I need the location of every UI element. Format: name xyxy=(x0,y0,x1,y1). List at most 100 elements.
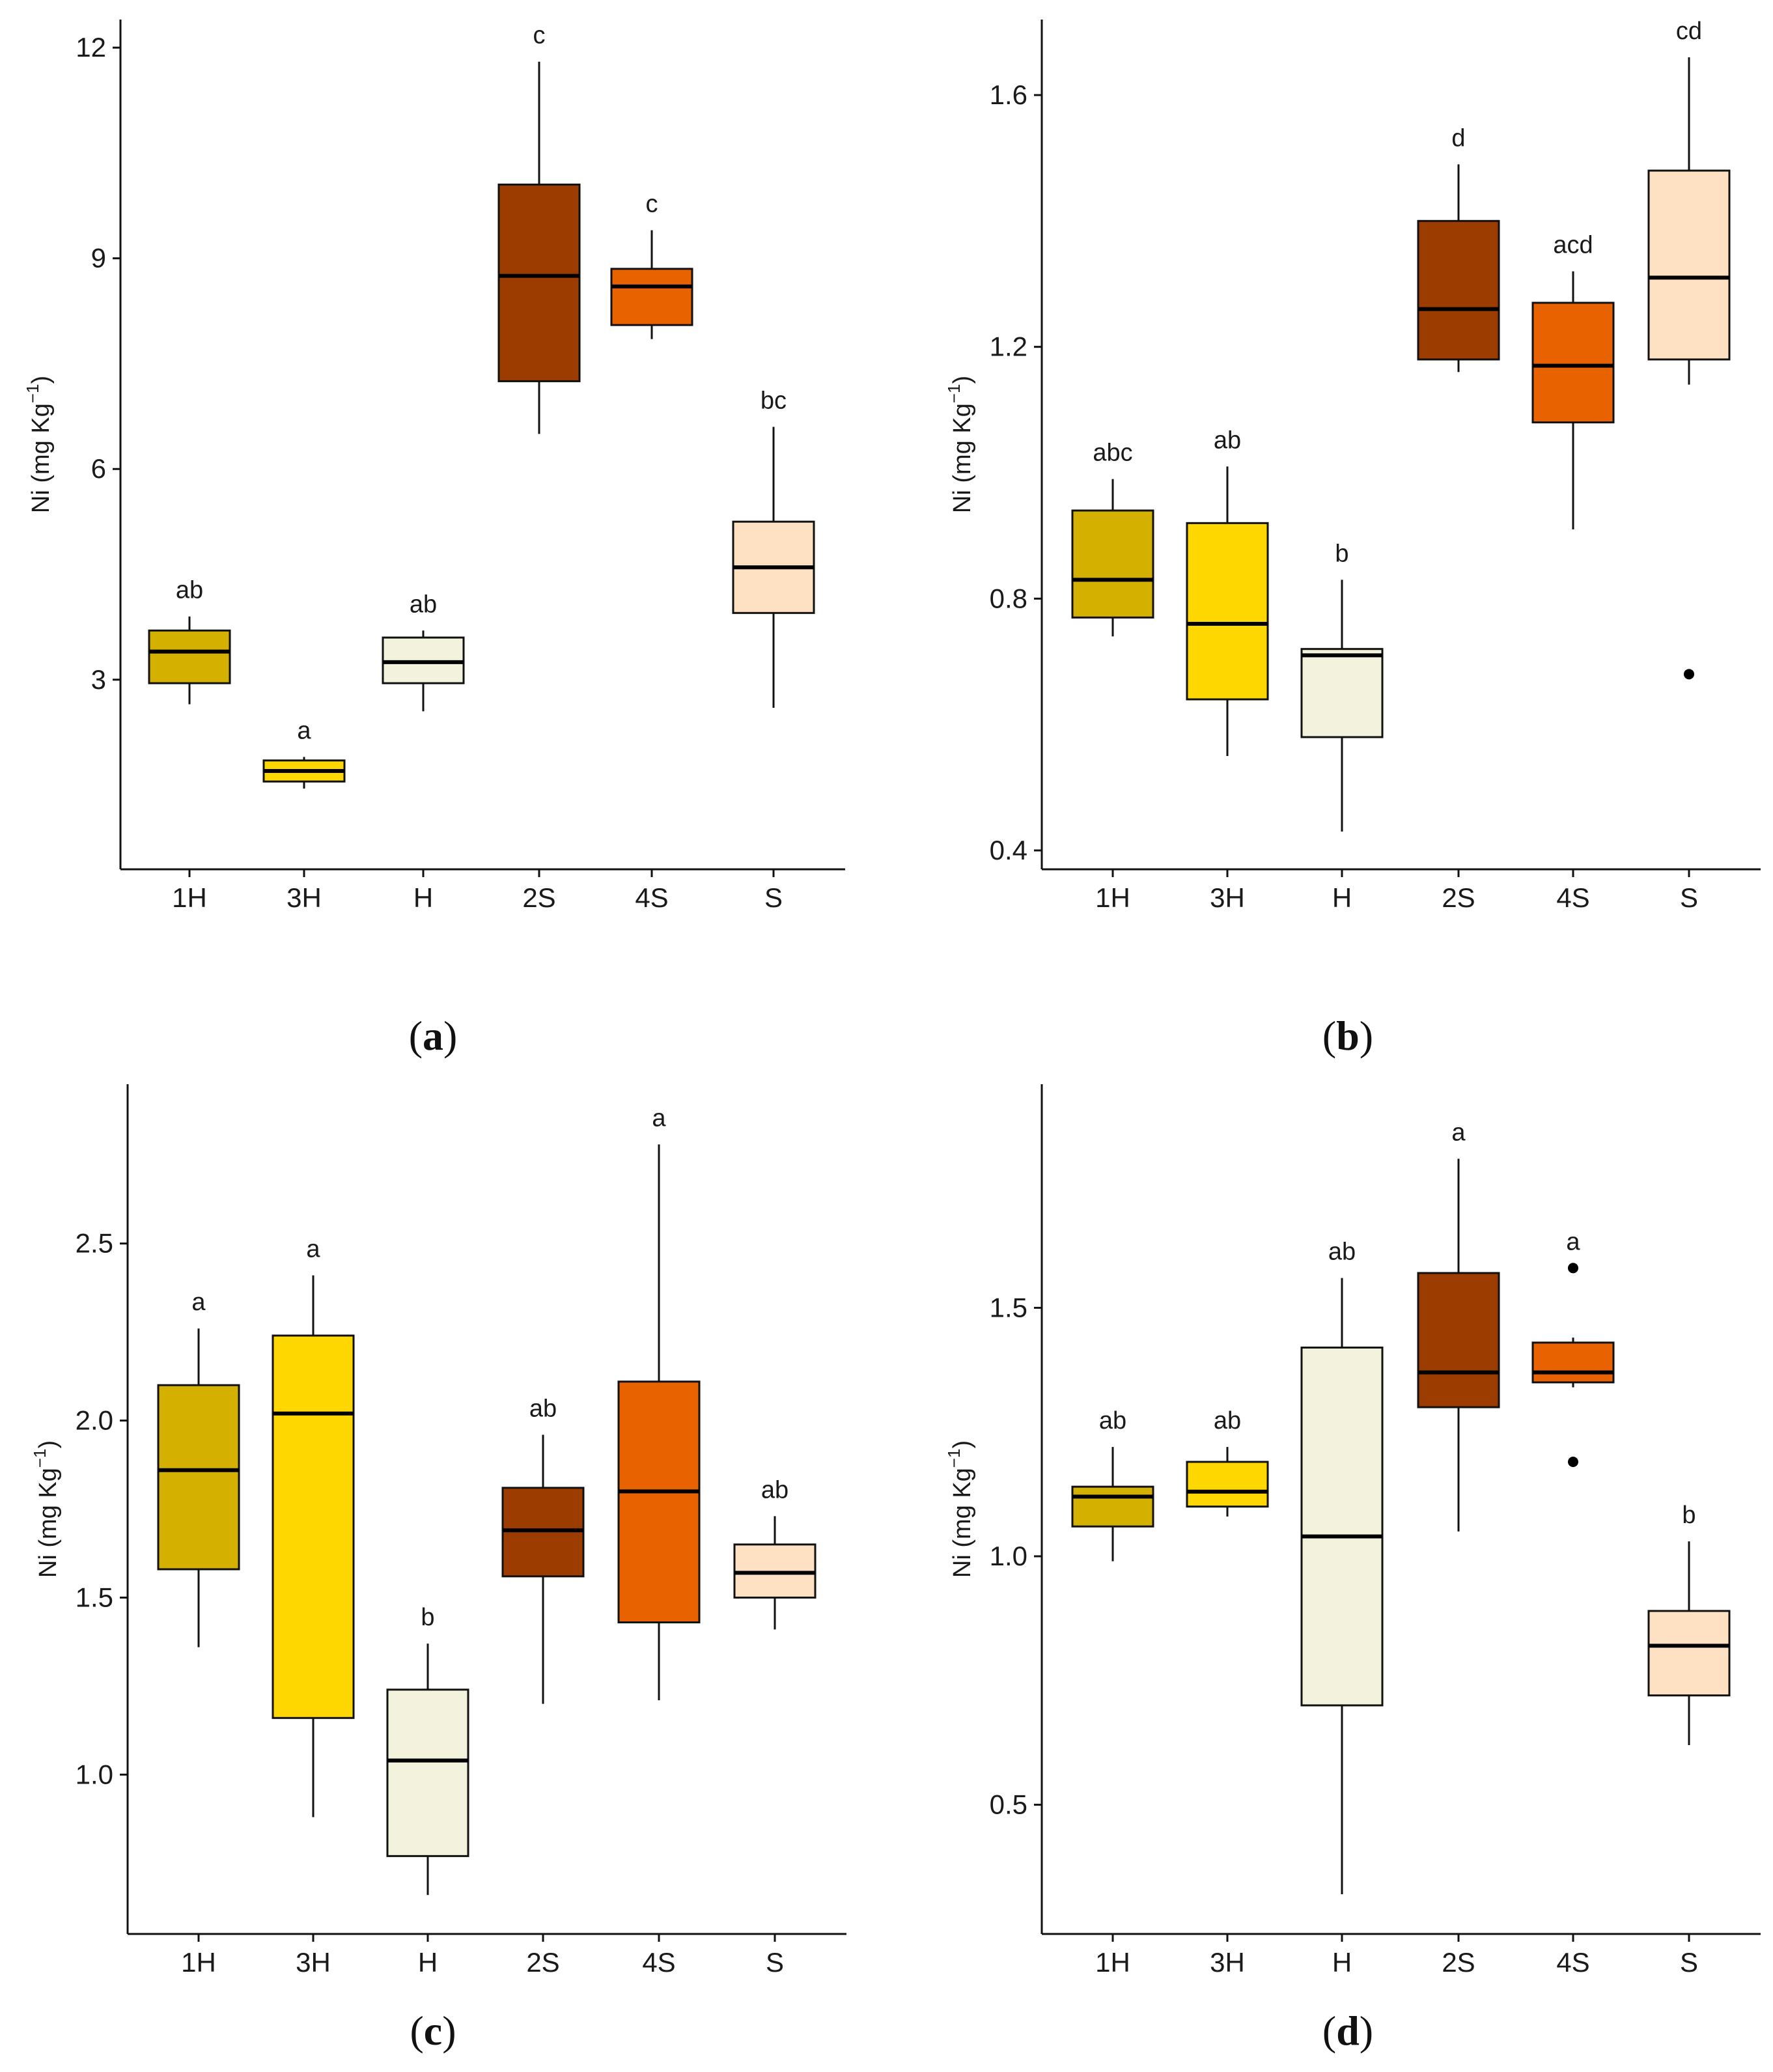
y-axis-title: Ni (mg Kg−1) xyxy=(23,376,55,513)
box-s: bc xyxy=(732,387,815,708)
x-tick-label: 2S xyxy=(526,1947,559,1978)
box-3h: a xyxy=(262,717,346,789)
box-body xyxy=(386,1688,469,1857)
x-tick-label: 4S xyxy=(635,882,668,913)
box-body xyxy=(1417,1272,1500,1408)
y-axis-title: Ni (mg Kg−1) xyxy=(30,1440,62,1578)
panel-label-open: ( xyxy=(1322,2008,1336,2054)
significance-letter: ab xyxy=(1328,1239,1356,1266)
y-axis-title-main: Ni (mg Kg xyxy=(949,1468,976,1578)
box-body xyxy=(1300,648,1384,738)
box-body xyxy=(497,183,581,382)
x-tick-label: S xyxy=(1680,1947,1698,1978)
y-axis-title-close: ) xyxy=(35,1440,62,1449)
x-tick-label: 2S xyxy=(522,882,555,913)
box-h: b xyxy=(386,1604,469,1896)
outlier-point xyxy=(1568,1263,1578,1274)
significance-letter: ab xyxy=(529,1395,557,1422)
significance-letter: ab xyxy=(1099,1407,1126,1435)
box-s: ab xyxy=(733,1476,817,1630)
x-tick-label: H xyxy=(413,882,433,913)
x-tick-label: S xyxy=(764,882,783,913)
panel-label-letter: c xyxy=(424,2008,442,2054)
significance-letter: a xyxy=(191,1289,206,1316)
x-tick-label: 1H xyxy=(1095,882,1130,913)
significance-letter: ab xyxy=(761,1476,789,1504)
box-4s: acd xyxy=(1531,232,1615,529)
y-tick-label: 0.4 xyxy=(990,835,1027,865)
significance-letter: c xyxy=(533,22,546,49)
y-tick-label: 3 xyxy=(91,664,106,695)
box-body xyxy=(1071,509,1154,619)
x-tick-label: 1H xyxy=(1095,1947,1130,1978)
y-axis-title-close: ) xyxy=(949,1440,976,1449)
y-tick-label: 0.8 xyxy=(990,583,1027,613)
y-tick-label: 6 xyxy=(91,453,106,484)
box-h: ab xyxy=(382,591,465,712)
significance-letter: bc xyxy=(761,387,787,415)
box-3h: ab xyxy=(1186,427,1269,756)
panel-label-letter: a xyxy=(423,1013,443,1059)
x-tick-label: 4S xyxy=(1556,1947,1589,1978)
significance-letter: b xyxy=(421,1604,434,1631)
box-body xyxy=(610,268,693,326)
panel-label-letter: d xyxy=(1336,2008,1360,2054)
panel-label-close: ) xyxy=(1360,2008,1373,2054)
significance-letter: ab xyxy=(176,577,203,604)
box-body xyxy=(148,629,231,684)
box-body xyxy=(617,1380,701,1623)
y-tick-label: 1.5 xyxy=(76,1582,113,1612)
y-tick-label: 0.5 xyxy=(990,1789,1027,1820)
y-axis-title-superscript: −1 xyxy=(944,1449,964,1468)
significance-letter: cd xyxy=(1676,18,1702,45)
y-tick-label: 9 xyxy=(91,243,106,273)
x-tick-label: 1H xyxy=(181,1947,216,1978)
box-body xyxy=(157,1384,240,1571)
y-tick-label: 1.5 xyxy=(990,1292,1027,1323)
panel-label-close: ) xyxy=(442,2008,456,2054)
significance-letter: ab xyxy=(410,591,437,618)
panel-label: (a) xyxy=(409,1013,458,1059)
panel-label-open: ( xyxy=(409,1013,423,1059)
box-body xyxy=(1647,1610,1731,1697)
y-axis-title-close: ) xyxy=(949,376,976,384)
x-tick-label: 3H xyxy=(296,1947,331,1978)
box-body xyxy=(1186,522,1269,701)
y-tick-label: 1.2 xyxy=(990,331,1027,362)
x-tick-label: 4S xyxy=(642,1947,675,1978)
panel-label: (d) xyxy=(1322,2008,1373,2054)
box-1h: ab xyxy=(148,577,231,705)
box-h: b xyxy=(1300,540,1384,832)
box-body xyxy=(1531,1341,1615,1384)
y-axis-title: Ni (mg Kg−1) xyxy=(944,376,976,513)
significance-letter: a xyxy=(1451,1119,1466,1146)
y-axis-title-close: ) xyxy=(27,376,55,384)
significance-letter: a xyxy=(652,1104,666,1132)
y-axis-title-superscript: −1 xyxy=(944,384,964,404)
significance-letter: acd xyxy=(1553,232,1593,259)
box-2s: c xyxy=(497,22,581,434)
x-tick-label: S xyxy=(1680,882,1698,913)
box-2s: a xyxy=(1417,1119,1500,1532)
box-body xyxy=(1300,1346,1384,1707)
box-body xyxy=(1071,1485,1154,1528)
y-tick-label: 1.0 xyxy=(990,1541,1027,1571)
panel-label-close: ) xyxy=(443,1013,457,1059)
box-body xyxy=(1531,301,1615,424)
x-tick-label: 2S xyxy=(1442,882,1475,913)
box-4s: c xyxy=(610,191,693,339)
box-s: cd xyxy=(1647,18,1731,680)
y-tick-label: 12 xyxy=(76,32,106,63)
y-tick-label: 2.5 xyxy=(76,1228,113,1259)
panel-label-close: ) xyxy=(1360,1013,1373,1059)
x-tick-label: 1H xyxy=(172,882,207,913)
x-tick-label: 3H xyxy=(1210,882,1245,913)
y-axis-title-superscript: −1 xyxy=(30,1449,49,1468)
outlier-point xyxy=(1684,669,1694,680)
box-s: b xyxy=(1647,1502,1731,1745)
box-body xyxy=(1186,1461,1269,1508)
chart-panel-c: 1.01.52.02.5Ni (mg Kg−1)1H 3H H 2S 4S Saababa… xyxy=(30,1084,846,2054)
